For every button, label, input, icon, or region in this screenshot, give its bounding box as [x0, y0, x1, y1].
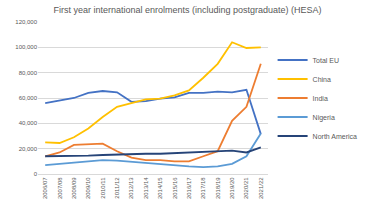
svg-text:North America: North America: [313, 133, 357, 140]
svg-text:Nigeria: Nigeria: [313, 114, 335, 122]
svg-text:2011/12: 2011/12: [114, 177, 120, 199]
svg-text:India: India: [313, 95, 328, 102]
svg-text:80,000: 80,000: [19, 70, 38, 76]
svg-text:100,000: 100,000: [15, 44, 37, 50]
svg-text:20,000: 20,000: [19, 146, 38, 152]
svg-text:2019/20: 2019/20: [229, 177, 235, 199]
svg-text:2010/11: 2010/11: [100, 177, 106, 199]
svg-text:2017/18: 2017/18: [200, 177, 206, 199]
svg-text:First year international enrol: First year international enrolments (inc…: [53, 5, 321, 15]
svg-text:2006/07: 2006/07: [42, 177, 48, 199]
svg-text:2020/21: 2020/21: [243, 177, 249, 199]
svg-text:2016/17: 2016/17: [186, 177, 192, 199]
svg-text:0: 0: [34, 171, 38, 177]
svg-text:120,000: 120,000: [15, 19, 37, 25]
svg-text:2018/19: 2018/19: [215, 177, 221, 199]
svg-text:2008/09: 2008/09: [71, 177, 77, 199]
svg-text:Total EU: Total EU: [313, 57, 339, 64]
svg-text:60,000: 60,000: [19, 95, 38, 101]
svg-text:2014/15: 2014/15: [157, 177, 163, 199]
svg-text:2009/10: 2009/10: [85, 177, 91, 199]
svg-text:40,000: 40,000: [19, 120, 38, 126]
svg-text:2021/22: 2021/22: [258, 177, 264, 199]
svg-text:2015/16: 2015/16: [172, 177, 178, 199]
svg-text:2013/14: 2013/14: [143, 177, 149, 199]
svg-text:2012/13: 2012/13: [128, 177, 134, 199]
svg-text:China: China: [313, 76, 331, 83]
svg-text:2007/08: 2007/08: [57, 177, 63, 199]
